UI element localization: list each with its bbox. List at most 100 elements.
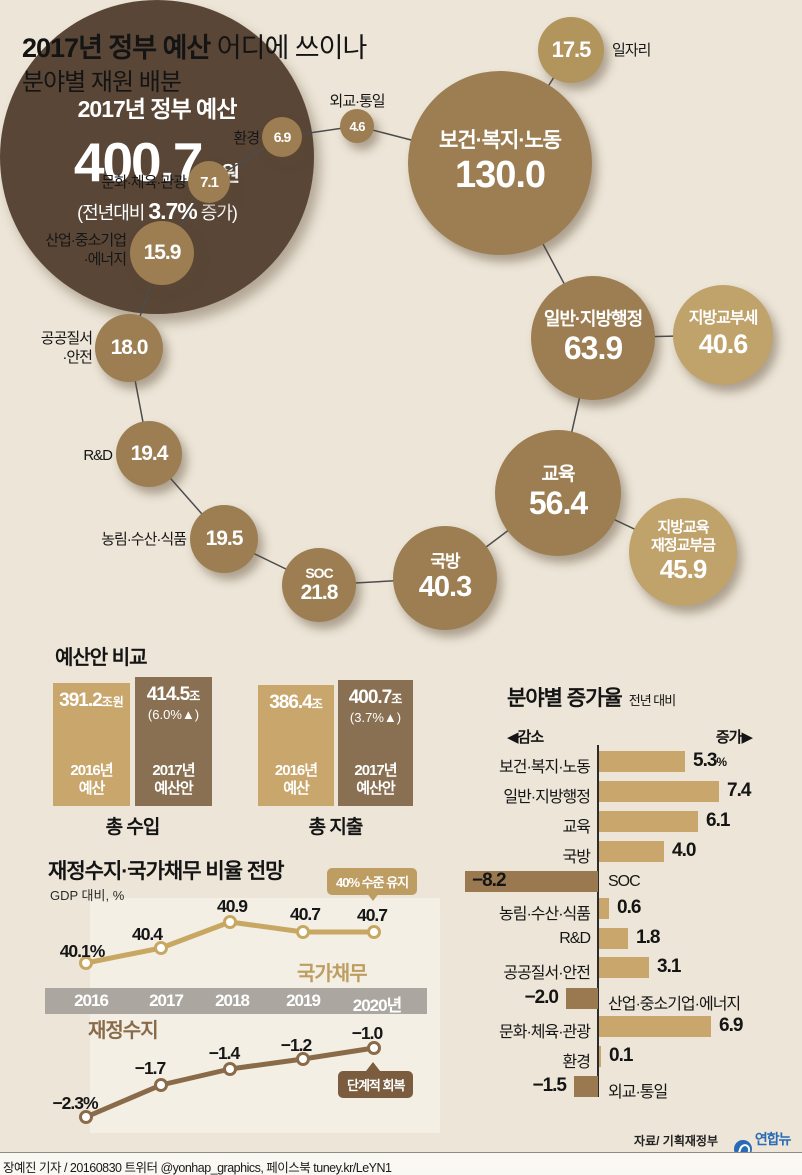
bar-revenue-2017-value: 414.5 <box>146 684 191 705</box>
bar-revenue-2016-year: 2016년 예산 <box>70 762 113 797</box>
bubble-edu: 교육 56.4 <box>495 430 621 556</box>
growth-value-2: 6.1 <box>706 810 730 831</box>
growth-bar-6 <box>599 928 628 949</box>
badge-gradual-recovery-pointer <box>366 1062 380 1071</box>
growth-bar-0 <box>599 751 685 772</box>
bar-spending-2017: 400.7조 (3.7%▲) 2017년 예산안 <box>338 680 413 806</box>
growth-label-7: 공공질서·안전 <box>503 965 591 982</box>
page-subtitle: 분야별 재원 배분 <box>22 69 182 96</box>
outlook-year-axis: 2016 2017 2018 2019 2020년 <box>45 988 427 1015</box>
year-2018: 2018 <box>215 991 250 1010</box>
bubble-soc: SOC 21.8 <box>282 548 356 622</box>
growth-label-2: 교육 <box>562 819 591 836</box>
year-2016: 2016 <box>74 991 109 1010</box>
bubble-jobs-label: 일자리 <box>612 42 651 59</box>
bar-spending-2017-year: 2017년 예산안 <box>354 762 397 797</box>
growth-bar-3 <box>599 841 664 862</box>
source-credit: 자료/ 기획재정부 <box>634 1134 718 1148</box>
growth-label-9: 문화·체육·관광 <box>499 1024 591 1041</box>
bubble-industry-value: 15.9 <box>143 241 182 264</box>
bubble-soc-value: 21.8 <box>300 581 339 605</box>
year-2020: 2020년 <box>352 996 402 1015</box>
bubble-grant_local-name: 지방교부세 <box>688 310 759 328</box>
bubble-safety: 18.0 <box>95 314 163 382</box>
bubble-defense: 국방 40.3 <box>393 526 497 630</box>
bubble-culture-label: 문화·체육·관광 <box>101 174 187 191</box>
growth-bar-11 <box>574 1076 598 1097</box>
bar-revenue-2017-year: 2017년 예산안 <box>152 762 195 797</box>
series-label-fiscal-balance: 재정수지 <box>88 1020 159 1042</box>
group-label-spending: 총 지출 <box>308 817 364 838</box>
growth-value-4: −8.2 <box>472 870 507 891</box>
bubble-admin-value: 63.9 <box>563 329 623 366</box>
growth-label-6: R&D <box>559 930 591 947</box>
growth-label-10: 환경 <box>562 1054 591 1071</box>
bubble-diplo: 4.6 <box>340 109 374 143</box>
total-budget-change-prefix: (전년대비 <box>77 202 145 223</box>
growth-label-11: 외교·통일 <box>608 1084 668 1101</box>
bar-revenue-2016-top: 391.2조원 <box>59 690 124 712</box>
growth-bar-10 <box>599 1046 601 1067</box>
growth-value-5: 0.6 <box>617 897 641 918</box>
badge-gradual-recovery: 단계적 회복 <box>338 1071 414 1098</box>
bubble-safety-value: 18.0 <box>110 336 149 359</box>
growth-value-1: 7.4 <box>727 780 751 801</box>
bar-revenue-2016-unit: 조원 <box>101 695 124 709</box>
bar-spending-2016-year: 2016년 예산 <box>274 762 318 797</box>
growth-bar-1 <box>599 781 719 802</box>
bar-revenue-2016: 391.2조원 2016년 예산 <box>53 683 130 806</box>
bubble-jobs: 17.5 <box>538 17 604 83</box>
growth-value-3: 4.0 <box>672 840 696 861</box>
bar-spending-2017-top: 400.7조 (3.7%▲) <box>349 687 403 725</box>
bar-revenue-2017-top: 414.5조 (6.0%▲) <box>147 684 201 722</box>
growth-label-8: 산업·중소기업·에너지 <box>608 996 741 1013</box>
bubble-diplo-value: 4.6 <box>349 118 365 134</box>
footer-divider <box>0 1152 802 1153</box>
growth-legend-increase: 증가▶ <box>715 729 753 746</box>
bubble-soc-name: SOC <box>305 564 333 581</box>
growth-label-5: 농림·수산·식품 <box>499 906 591 923</box>
growth-axis-line <box>597 745 599 1097</box>
growth-bar-5 <box>599 898 609 919</box>
bubble-industry: 15.9 <box>130 221 194 285</box>
bubble-culture-value: 7.1 <box>200 173 219 191</box>
badge-40pct-pointer <box>366 892 380 901</box>
bar-spending-2017-change: (3.7%▲) <box>349 710 402 725</box>
growth-chart-subtitle: 전년 대비 <box>628 693 676 708</box>
page-title-rest: 어디에 쓰이나 <box>210 33 368 63</box>
bubble-edu_grant: 지방교육 재정교부금 45.9 <box>629 498 737 606</box>
bar-spending-2016-unit: 조 <box>311 697 323 711</box>
bubble-safety-label: 공공질서 ·안전 <box>40 330 93 366</box>
outlook-subtitle: GDP 대비, % <box>50 888 125 903</box>
bubble-env: 6.9 <box>262 117 302 157</box>
bubble-industry-label: 산업·중소기업 ·에너지 <box>45 232 127 268</box>
growth-value-10: 0.1 <box>609 1045 633 1066</box>
growth-bar-2 <box>599 811 698 832</box>
bar-revenue-2017-unit: 조 <box>189 689 201 703</box>
bar-spending-2016: 386.4조 2016년 예산 <box>258 685 334 806</box>
growth-value-suffix-0: % <box>716 755 727 769</box>
bubble-health: 보건·복지·노동 130.0 <box>408 71 592 255</box>
bubble-edu-name: 교육 <box>541 463 576 485</box>
growth-value-7: 3.1 <box>657 956 681 977</box>
page-title: 2017년 정부 예산 어디에 쓰이나 <box>22 26 368 65</box>
bubble-agri-label: 농림·수산·식품 <box>101 531 187 548</box>
bar-spending-2016-top: 386.4조 <box>269 692 323 714</box>
growth-label-4: SOC <box>608 873 641 890</box>
bubble-admin-name: 일반·지방행정 <box>543 309 643 330</box>
outlook-title: 재정수지·국가채무 비율 전망 <box>48 860 285 883</box>
group-label-revenue: 총 수입 <box>105 817 161 838</box>
growth-bar-9 <box>599 1016 711 1037</box>
bubble-jobs-value: 17.5 <box>551 37 592 62</box>
bubble-culture: 7.1 <box>188 161 230 203</box>
bar-revenue-2017: 414.5조 (6.0%▲) 2017년 예산안 <box>135 677 212 806</box>
series-label-national-debt: 국가채무 <box>297 963 368 985</box>
bubble-env-value: 6.9 <box>273 129 291 145</box>
bubble-rnd-value: 19.4 <box>130 442 169 465</box>
growth-legend-decrease: ◀감소 <box>507 729 544 746</box>
budget-compare-title: 예산안 비교 <box>55 647 148 669</box>
bubble-defense-value: 40.3 <box>418 571 472 604</box>
byline: 장예진 기자 / 20160830 트위터 @yonhap_graphics, … <box>3 1161 392 1175</box>
badge-40pct-level: 40% 수준 유지 <box>327 868 418 895</box>
